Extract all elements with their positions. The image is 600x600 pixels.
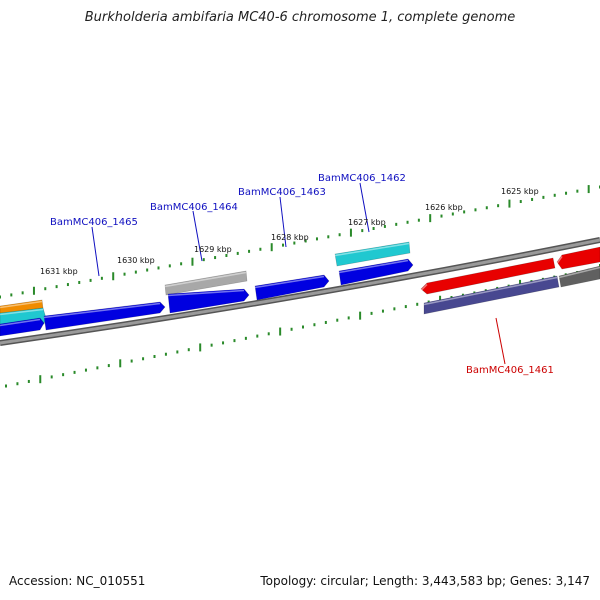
gene-label: BamMC406_1464 — [150, 202, 238, 213]
gene-arrow-cyan — [334, 241, 411, 267]
scale-label: 1630 kbp — [117, 256, 155, 265]
gene-label: BamMC406_1465 — [50, 217, 138, 228]
scale-label: 1626 kbp — [425, 203, 463, 212]
scale-label: 1629 kbp — [194, 245, 232, 254]
leader-line — [279, 196, 287, 248]
map-title: Burkholderia ambifaria MC40-6 chromosome… — [84, 10, 516, 25]
accession-text: Accession: NC_010551 — [9, 574, 146, 588]
leader-line — [495, 317, 506, 365]
leader-line — [192, 210, 203, 262]
gene-arrow-blue-1464 — [167, 288, 250, 314]
gene-arrow-blue-edge — [0, 317, 45, 337]
scale-label: 1628 kbp — [271, 233, 309, 242]
gene-features — [0, 241, 600, 337]
gene-arrow-slate — [423, 275, 560, 315]
scale-label: 1627 kbp — [348, 218, 386, 227]
backbone-line — [0, 238, 600, 345]
gene-arrow-darkgray — [558, 265, 600, 288]
gene-label: BamMC406_1463 — [238, 187, 326, 198]
tick-track-upper — [0, 185, 600, 299]
gene-arrow-blue-1463 — [254, 274, 330, 301]
leader-line — [91, 226, 100, 277]
gene-label: BamMC406_1462 — [318, 173, 406, 184]
label-leaders — [91, 182, 506, 365]
scale-label: 1631 kbp — [40, 267, 78, 276]
gene-arrow-red-1461 — [420, 257, 556, 295]
gene-arrow-blue-1465 — [43, 301, 166, 331]
scale-label: 1625 kbp — [501, 187, 539, 196]
gene-arrow-blue-1462 — [338, 258, 414, 286]
gene-label: BamMC406_1461 — [466, 365, 554, 376]
gene-arrow-red-right — [556, 246, 600, 270]
gene-arrow-gray — [164, 270, 248, 296]
backbone — [0, 237, 600, 346]
labels: 1631 kbp 1630 kbp 1629 kbp 1628 kbp 1627 kbp… — [40, 173, 554, 376]
topology-summary: Topology: circular; Length: 3,443,583 bp… — [260, 574, 590, 588]
leader-line — [359, 182, 370, 233]
